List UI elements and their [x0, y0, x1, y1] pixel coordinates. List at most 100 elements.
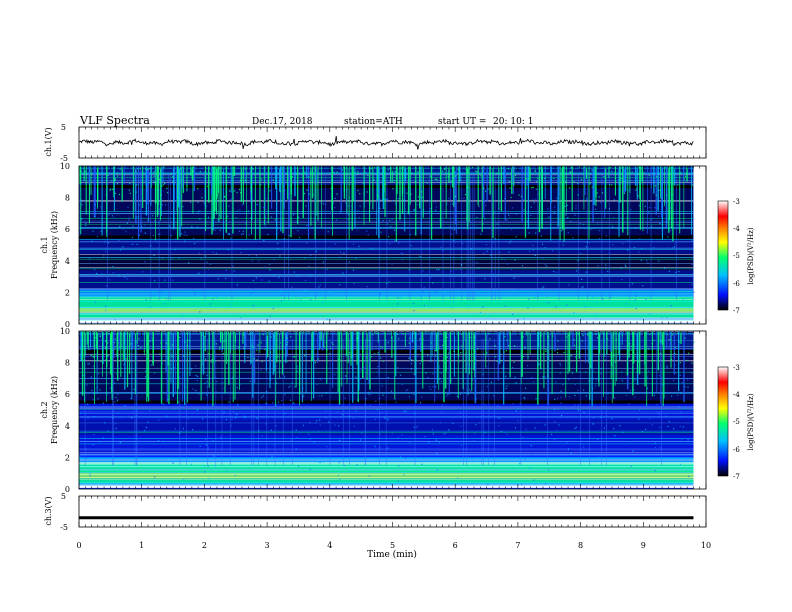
noise-speck [316, 213, 318, 215]
noise-speck [299, 432, 301, 434]
noise-speck [317, 219, 319, 221]
noise-speck [328, 247, 330, 249]
noise-speck [333, 171, 335, 173]
noise-speck [473, 288, 475, 291]
noise-speck [342, 414, 344, 416]
noise-speck [344, 375, 347, 377]
noise-speck [673, 428, 675, 430]
noise-speck [174, 238, 177, 240]
noise-speck [130, 343, 132, 345]
ch1-cbar-tick-minus7: -7 [733, 307, 740, 315]
noise-speck [409, 234, 411, 236]
noise-speck [213, 455, 215, 457]
noise-speck [567, 231, 569, 234]
noise-speck [129, 182, 131, 185]
noise-speck [672, 379, 675, 381]
noise-speck [664, 167, 666, 169]
noise-speck [377, 365, 379, 368]
noise-speck [653, 247, 655, 249]
noise-speck [228, 401, 230, 403]
noise-speck [628, 172, 630, 174]
noise-speck [286, 200, 289, 202]
noise-speck [577, 333, 580, 335]
noise-speck [104, 347, 107, 349]
noise-speck [348, 415, 351, 417]
noise-speck [199, 445, 201, 447]
noise-speck [485, 366, 488, 368]
noise-speck [79, 456, 81, 458]
noise-speck [243, 347, 245, 349]
noise-speck [183, 478, 185, 481]
noise-speck [686, 391, 689, 393]
noise-speck [174, 428, 176, 430]
noise-speck [305, 340, 307, 342]
noise-speck [362, 350, 364, 352]
noise-speck [147, 168, 149, 170]
noise-speck [544, 247, 546, 249]
noise-speck [104, 250, 107, 253]
noise-speck [627, 345, 629, 347]
noise-speck [331, 220, 333, 223]
noise-speck [574, 404, 576, 406]
noise-speck [131, 236, 134, 238]
noise-speck [660, 331, 662, 333]
noise-speck [611, 184, 613, 186]
noise-speck [163, 166, 165, 168]
noise-speck [524, 458, 526, 460]
noise-speck [476, 216, 478, 219]
noise-speck [275, 184, 277, 186]
noise-speck [505, 387, 507, 389]
noise-speck [409, 168, 411, 170]
noise-speck [138, 338, 140, 340]
noise-speck [573, 339, 575, 341]
noise-speck [473, 349, 475, 351]
noise-speck [373, 167, 376, 169]
noise-speck [112, 188, 114, 190]
noise-speck [260, 342, 262, 344]
noise-speck [605, 425, 607, 427]
noise-speck [251, 260, 253, 262]
ch1-cbar-tick-minus4: -4 [733, 225, 740, 233]
noise-speck [529, 467, 531, 469]
noise-speck [236, 387, 238, 389]
noise-speck [608, 253, 610, 255]
noise-speck [508, 251, 510, 253]
noise-speck [568, 396, 571, 398]
noise-speck [105, 285, 107, 287]
noise-speck [425, 331, 427, 333]
noise-speck [373, 179, 375, 181]
noise-speck [161, 362, 164, 365]
noise-speck [309, 171, 312, 173]
noise-speck [95, 301, 97, 303]
noise-speck [515, 236, 517, 238]
noise-speck [610, 331, 612, 333]
noise-speck [102, 402, 105, 404]
noise-speck [653, 359, 655, 362]
noise-speck [535, 398, 537, 400]
noise-speck [506, 385, 508, 387]
noise-speck [658, 260, 660, 262]
noise-speck [105, 194, 107, 196]
noise-speck [390, 226, 392, 228]
noise-speck [196, 375, 199, 378]
noise-speck [135, 422, 137, 424]
noise-speck [675, 372, 677, 374]
noise-speck [415, 426, 418, 428]
noise-speck [450, 270, 453, 272]
noise-speck [138, 234, 140, 236]
noise-speck [113, 382, 116, 384]
noise-speck [389, 243, 391, 245]
noise-speck [360, 378, 362, 380]
noise-speck [536, 180, 538, 183]
noise-speck [591, 387, 594, 390]
noise-speck [403, 166, 405, 168]
noise-speck [567, 216, 569, 219]
noise-speck [654, 185, 657, 187]
noise-speck [595, 333, 597, 335]
noise-speck [209, 263, 212, 265]
noise-speck [593, 370, 595, 372]
noise-speck [130, 397, 132, 400]
noise-speck [131, 243, 133, 245]
noise-speck [191, 428, 194, 431]
noise-speck [80, 357, 82, 360]
